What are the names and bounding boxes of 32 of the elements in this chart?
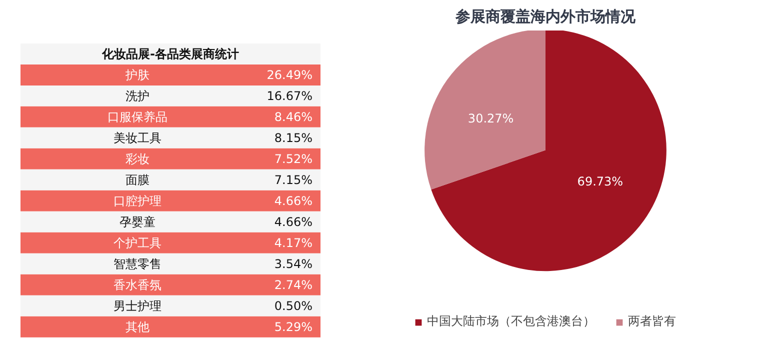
category-label: 男士护理 (114, 298, 162, 313)
category-label: 面膜 (126, 172, 150, 187)
data-label: 30.27% (468, 112, 514, 126)
data-label: 3.54% (274, 256, 313, 271)
category-label: 孕婴童 (120, 214, 156, 229)
category-label: 口服保养品 (108, 110, 168, 124)
category-label: 其他 (126, 320, 150, 334)
category-label: 口腔护理 (114, 194, 162, 208)
category-label: 香水香氛 (114, 278, 162, 292)
category-label: 美妆工具 (114, 130, 162, 145)
text: 化妆品展-各品类展商统计 (101, 46, 239, 61)
data-label: 8.15% (274, 130, 313, 145)
data-label: 26.49% (266, 68, 313, 82)
legend-label: 中国大陆市场（不包含港澳台） (427, 313, 595, 330)
data-label: 4.17% (274, 236, 313, 250)
category-label: 个护工具 (114, 236, 162, 250)
category-label: 护肤 (124, 68, 150, 82)
data-label: 0.50% (274, 298, 313, 313)
legend-label: 两者皆有 (628, 313, 676, 330)
category-label: 洗护 (126, 88, 150, 103)
chart-title: 参展商覆盖海内外市场情况 (454, 8, 636, 26)
data-label: 7.15% (274, 172, 313, 187)
data-label: 4.66% (274, 214, 313, 229)
category-label: 智慧零售 (114, 256, 162, 271)
data-label: 8.46% (274, 110, 313, 124)
data-label: 69.73% (577, 174, 624, 189)
data-label: 2.74% (274, 278, 313, 292)
data-label: 16.67% (266, 88, 313, 103)
data-label: 7.52% (274, 152, 313, 166)
data-label: 4.66% (274, 194, 313, 208)
data-label: 5.29% (274, 320, 313, 334)
category-label: 彩妆 (126, 152, 150, 166)
